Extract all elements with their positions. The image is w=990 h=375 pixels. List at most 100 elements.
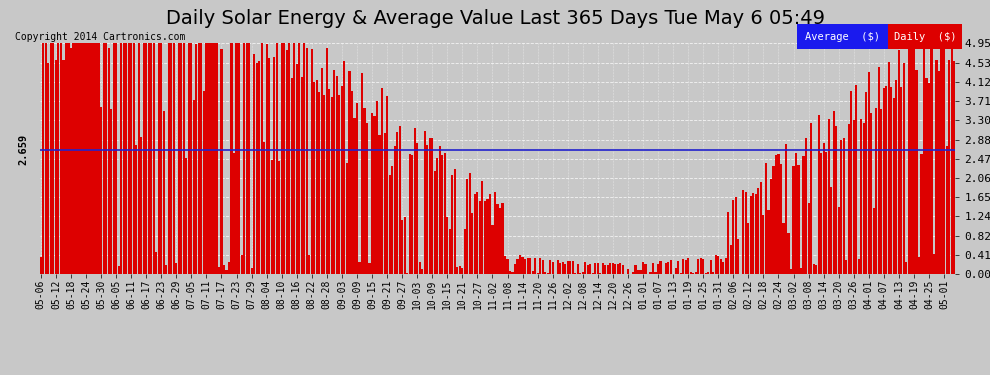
Bar <box>921 154 923 274</box>
Bar <box>579 273 581 274</box>
Bar <box>931 43 933 274</box>
Bar <box>517 259 519 274</box>
Bar <box>847 124 849 274</box>
Bar <box>48 63 50 274</box>
Bar <box>642 262 644 274</box>
Bar <box>329 88 331 274</box>
Bar <box>830 187 833 274</box>
Bar <box>627 269 629 274</box>
Bar <box>373 117 375 274</box>
Bar <box>183 43 185 274</box>
Bar <box>157 43 159 274</box>
Bar <box>406 273 408 274</box>
Bar <box>424 131 426 274</box>
Bar <box>842 138 844 274</box>
Bar <box>594 263 596 274</box>
Bar <box>612 263 614 274</box>
Bar <box>522 257 524 274</box>
Bar <box>72 43 74 274</box>
Text: 2.659: 2.659 <box>19 134 29 165</box>
Text: Average  ($): Average ($) <box>805 32 880 42</box>
Bar <box>833 111 835 274</box>
Bar <box>391 166 393 274</box>
Bar <box>754 194 757 274</box>
Bar <box>852 120 854 274</box>
Bar <box>742 190 744 274</box>
Bar <box>175 264 177 274</box>
Bar <box>867 72 870 274</box>
Bar <box>429 138 431 274</box>
Bar <box>733 200 735 274</box>
Bar <box>615 264 617 274</box>
Bar <box>792 166 795 274</box>
Bar <box>135 145 138 274</box>
Bar <box>442 154 444 274</box>
Bar <box>180 43 182 274</box>
Bar <box>308 255 311 274</box>
Bar <box>120 43 122 274</box>
Bar <box>146 43 148 274</box>
Bar <box>381 88 383 274</box>
Bar <box>103 43 105 274</box>
Bar <box>82 43 84 274</box>
Bar <box>75 43 77 274</box>
Bar <box>368 262 370 274</box>
Bar <box>278 160 280 274</box>
Bar <box>890 87 892 274</box>
Bar <box>561 262 563 274</box>
Bar <box>211 43 213 274</box>
Bar <box>635 265 637 274</box>
Bar <box>564 264 566 274</box>
Bar <box>723 261 725 274</box>
Bar <box>700 258 702 274</box>
Bar <box>697 259 699 274</box>
Bar <box>167 43 170 274</box>
Bar <box>622 265 624 274</box>
Bar <box>587 265 589 274</box>
Bar <box>439 146 441 274</box>
Bar <box>190 43 192 274</box>
Bar <box>141 137 143 274</box>
Bar <box>911 43 913 274</box>
Bar <box>448 229 450 274</box>
Bar <box>92 43 95 274</box>
Bar <box>918 257 920 274</box>
Bar <box>787 233 790 274</box>
Bar <box>476 192 478 274</box>
Bar <box>546 273 548 274</box>
Bar <box>404 217 406 274</box>
Bar <box>193 100 195 274</box>
Bar <box>451 175 453 274</box>
Bar <box>105 43 107 274</box>
Bar <box>115 43 117 274</box>
Bar <box>512 272 514 274</box>
Bar <box>556 260 558 274</box>
Bar <box>334 70 336 274</box>
Bar <box>324 94 326 274</box>
Bar <box>138 43 140 274</box>
Bar <box>592 273 594 274</box>
Bar <box>836 126 838 274</box>
Bar <box>855 85 857 274</box>
Bar <box>233 153 235 274</box>
Bar <box>265 44 267 274</box>
Bar <box>421 269 424 274</box>
Bar <box>213 43 215 274</box>
Bar <box>113 43 115 274</box>
Bar <box>236 43 238 274</box>
Bar <box>123 43 125 274</box>
Bar <box>841 140 842 274</box>
Bar <box>268 58 270 274</box>
Bar <box>692 273 694 274</box>
Bar <box>772 166 774 274</box>
Bar <box>178 43 180 274</box>
Bar <box>216 43 218 274</box>
Bar <box>70 48 72 274</box>
Bar <box>434 171 436 274</box>
Bar <box>669 260 671 274</box>
Bar <box>762 215 764 274</box>
Bar <box>717 256 720 274</box>
Bar <box>537 273 539 274</box>
Bar <box>150 43 152 274</box>
Bar <box>401 220 403 274</box>
